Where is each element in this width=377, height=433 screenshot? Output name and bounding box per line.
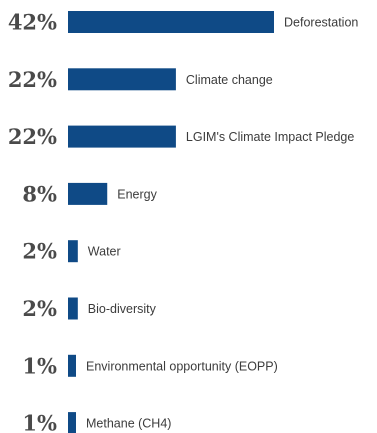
category-label: Energy	[117, 187, 157, 201]
value-label: 42%	[8, 10, 57, 35]
category-label: Environmental opportunity (EOPP)	[86, 359, 278, 373]
value-label: 8%	[22, 181, 57, 206]
bar	[68, 412, 76, 433]
bar	[68, 354, 76, 377]
bar	[68, 125, 176, 148]
category-label: Water	[88, 245, 121, 259]
value-label: 2%	[22, 239, 57, 264]
category-label: Climate change	[186, 73, 273, 87]
category-label: Methane (CH4)	[86, 417, 171, 431]
bar	[68, 240, 78, 263]
bar	[68, 68, 176, 91]
value-label: 22%	[8, 124, 57, 149]
bar	[68, 11, 274, 33]
category-label: Bio-diversity	[88, 302, 157, 316]
category-label: Deforestation	[284, 16, 358, 30]
bar	[68, 297, 78, 320]
value-label: 1%	[22, 411, 57, 433]
category-label: LGIM's Climate Impact Pledge	[186, 130, 354, 144]
bar	[68, 182, 108, 205]
value-label: 1%	[22, 353, 57, 378]
bars-group: 42% Deforestation 22% Climate change 22% LGIM…	[8, 10, 358, 433]
value-label: 22%	[8, 67, 57, 92]
value-label: 2%	[22, 296, 57, 321]
